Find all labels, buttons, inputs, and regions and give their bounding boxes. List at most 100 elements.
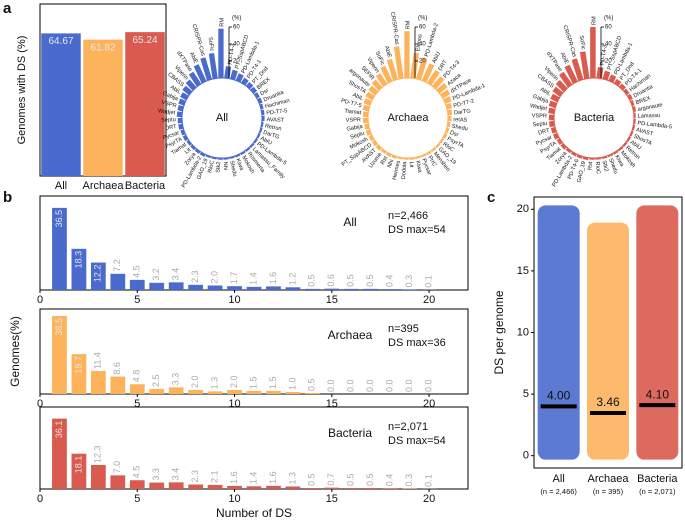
bar <box>286 287 301 290</box>
bar <box>110 377 125 394</box>
value-label: 0.5 <box>346 474 356 487</box>
x-axis-label: Number of DS <box>216 506 292 520</box>
value-label: 4.5 <box>132 466 142 479</box>
category-label: Wadjet <box>529 103 547 112</box>
bar <box>169 282 184 290</box>
value-label: 12.2 <box>93 265 103 283</box>
value-label: 19.7 <box>73 356 83 374</box>
value-label: 1.7 <box>229 272 239 285</box>
value-label: 0.0 <box>385 379 395 392</box>
value-label: 4.8 <box>132 370 142 383</box>
x-tick-label: 10 <box>228 294 240 306</box>
bar <box>149 389 164 394</box>
category-label: Nhi <box>222 161 229 170</box>
bar <box>130 280 145 290</box>
value-label: 1.5 <box>268 376 278 389</box>
radial-unit: (%) <box>418 16 427 22</box>
radial-bar <box>177 111 183 117</box>
value-label: 0.4 <box>385 275 395 288</box>
x-tick-label: 15 <box>326 493 338 505</box>
radial-tick-label: 40 <box>605 42 612 48</box>
bar <box>130 384 145 394</box>
bar <box>169 482 184 489</box>
category-label: Septu <box>532 121 547 129</box>
radial-bar <box>448 116 452 121</box>
y-tick-label: 5 <box>523 388 529 400</box>
bar <box>363 289 378 290</box>
panel-title: Bacteria <box>328 426 372 440</box>
y-axis-label: Genomes with DS (%) <box>16 36 28 145</box>
x-tick-label: 0 <box>37 294 43 306</box>
value-label: 3.2 <box>151 268 161 281</box>
bar <box>363 488 378 489</box>
value-label: 3.3 <box>151 468 161 481</box>
x-tick-label: All <box>55 180 67 192</box>
y-tick-label: 20 <box>517 203 529 215</box>
x-tick-label: Archaea <box>588 473 630 485</box>
category-label: CRISPR-Cas <box>389 12 400 46</box>
radial-bar <box>257 98 262 104</box>
category-label: PD-T7-5 <box>266 108 288 116</box>
x-tick-note: (n = 2,466) <box>540 487 577 496</box>
x-tick-label: 15 <box>326 294 338 306</box>
category-label: AbiE <box>559 52 570 65</box>
value-label: 1.6 <box>229 471 239 484</box>
category-label: Dodola <box>401 161 408 180</box>
radial-tick-label: 60 <box>233 25 240 31</box>
radial-bar <box>549 115 554 121</box>
annotation: DS max=54 <box>388 435 446 447</box>
value-label: 1.4 <box>248 272 258 285</box>
value-label: 12.3 <box>93 445 103 463</box>
radial-bar <box>363 111 369 117</box>
value-label: 1.3 <box>209 377 219 390</box>
value-label: 1.3 <box>287 472 297 485</box>
bar <box>208 286 223 291</box>
category-label: AVAST <box>266 117 284 124</box>
value-label: 7.2 <box>112 259 122 272</box>
value-label: 0.5 <box>307 474 317 487</box>
radial-bar <box>218 29 223 78</box>
category-label: Septu <box>161 117 176 124</box>
value-label: 2.0 <box>229 375 239 388</box>
radial-bar <box>363 118 368 123</box>
radial-tick-label: 60 <box>419 25 426 31</box>
bar <box>402 289 417 290</box>
radial-bar <box>560 143 566 149</box>
bar <box>305 289 320 290</box>
category-label: SoFic <box>207 37 215 52</box>
value-label: 0.0 <box>346 379 356 392</box>
value-label: 0.1 <box>423 474 433 487</box>
x-tick-label: 20 <box>423 398 435 410</box>
x-tick-label: 5 <box>134 493 140 505</box>
mean-label: 4.10 <box>646 387 670 401</box>
radial-tick-label: 60 <box>605 25 612 31</box>
bar <box>344 488 359 489</box>
category-label: RloC <box>594 161 601 174</box>
bar <box>305 393 320 394</box>
panel-label: b <box>3 189 12 206</box>
category-label: VSPR <box>346 117 361 124</box>
value-label: 0.0 <box>423 379 433 392</box>
value-label: 1.0 <box>287 377 297 390</box>
value-label: 61.82 <box>90 42 115 53</box>
category-label: Lit <box>408 161 414 168</box>
y-tick-label: 10 <box>517 326 529 338</box>
bar <box>266 486 281 489</box>
category-label: Stk2 <box>215 161 222 173</box>
value-label: 0.1 <box>423 275 433 288</box>
bar <box>110 475 125 489</box>
bar <box>83 40 122 176</box>
value-label: 0.5 <box>307 378 317 391</box>
annotation: n=2,071 <box>388 421 428 433</box>
category-label: SoFic <box>578 35 586 50</box>
bar <box>188 390 203 394</box>
radial-tick-label: 20 <box>605 59 612 65</box>
value-label: 18.3 <box>73 251 83 269</box>
radial-bar <box>590 27 596 78</box>
category-label: AbiE <box>383 45 392 58</box>
y-tick-label: 0 <box>523 450 529 462</box>
radial-bar <box>372 140 378 146</box>
value-label: 0.5 <box>346 274 356 287</box>
